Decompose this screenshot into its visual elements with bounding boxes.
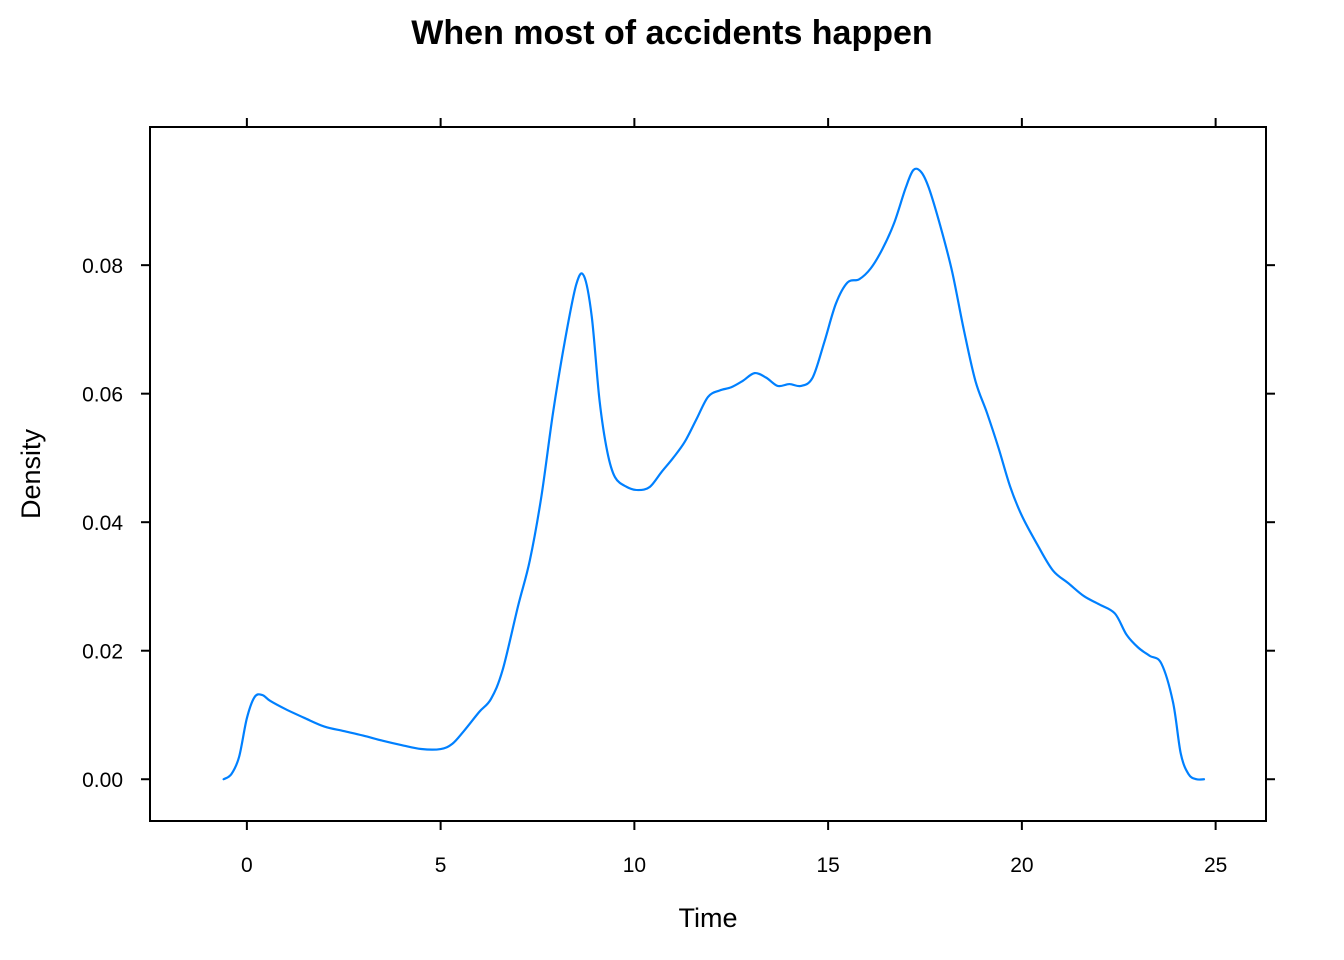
chart-title: When most of accidents happen <box>411 14 932 52</box>
y-tick-label: 0.02 <box>82 641 123 664</box>
x-tick-label: 25 <box>1204 854 1227 877</box>
x-tick-label: 15 <box>816 854 839 877</box>
x-tick-label: 0 <box>241 854 253 877</box>
x-tick-label: 20 <box>1010 854 1033 877</box>
x-tick-label: 5 <box>435 854 447 877</box>
x-axis-label: Time <box>679 903 738 933</box>
axes: 0 5 10 15 20 25 0.00 0.02 0.04 0.06 0.08 <box>82 118 1275 877</box>
y-tick-label: 0.08 <box>82 255 123 278</box>
y-tick-label: 0.06 <box>82 384 123 407</box>
y-tick-label: 0.00 <box>82 769 123 792</box>
series-layer <box>222 167 1206 781</box>
x-tick-label: 10 <box>623 854 646 877</box>
y-axis-label: Density <box>16 428 46 519</box>
plot-frame <box>149 126 1267 822</box>
density-curve <box>222 167 1206 781</box>
y-tick-label: 0.04 <box>82 512 123 535</box>
